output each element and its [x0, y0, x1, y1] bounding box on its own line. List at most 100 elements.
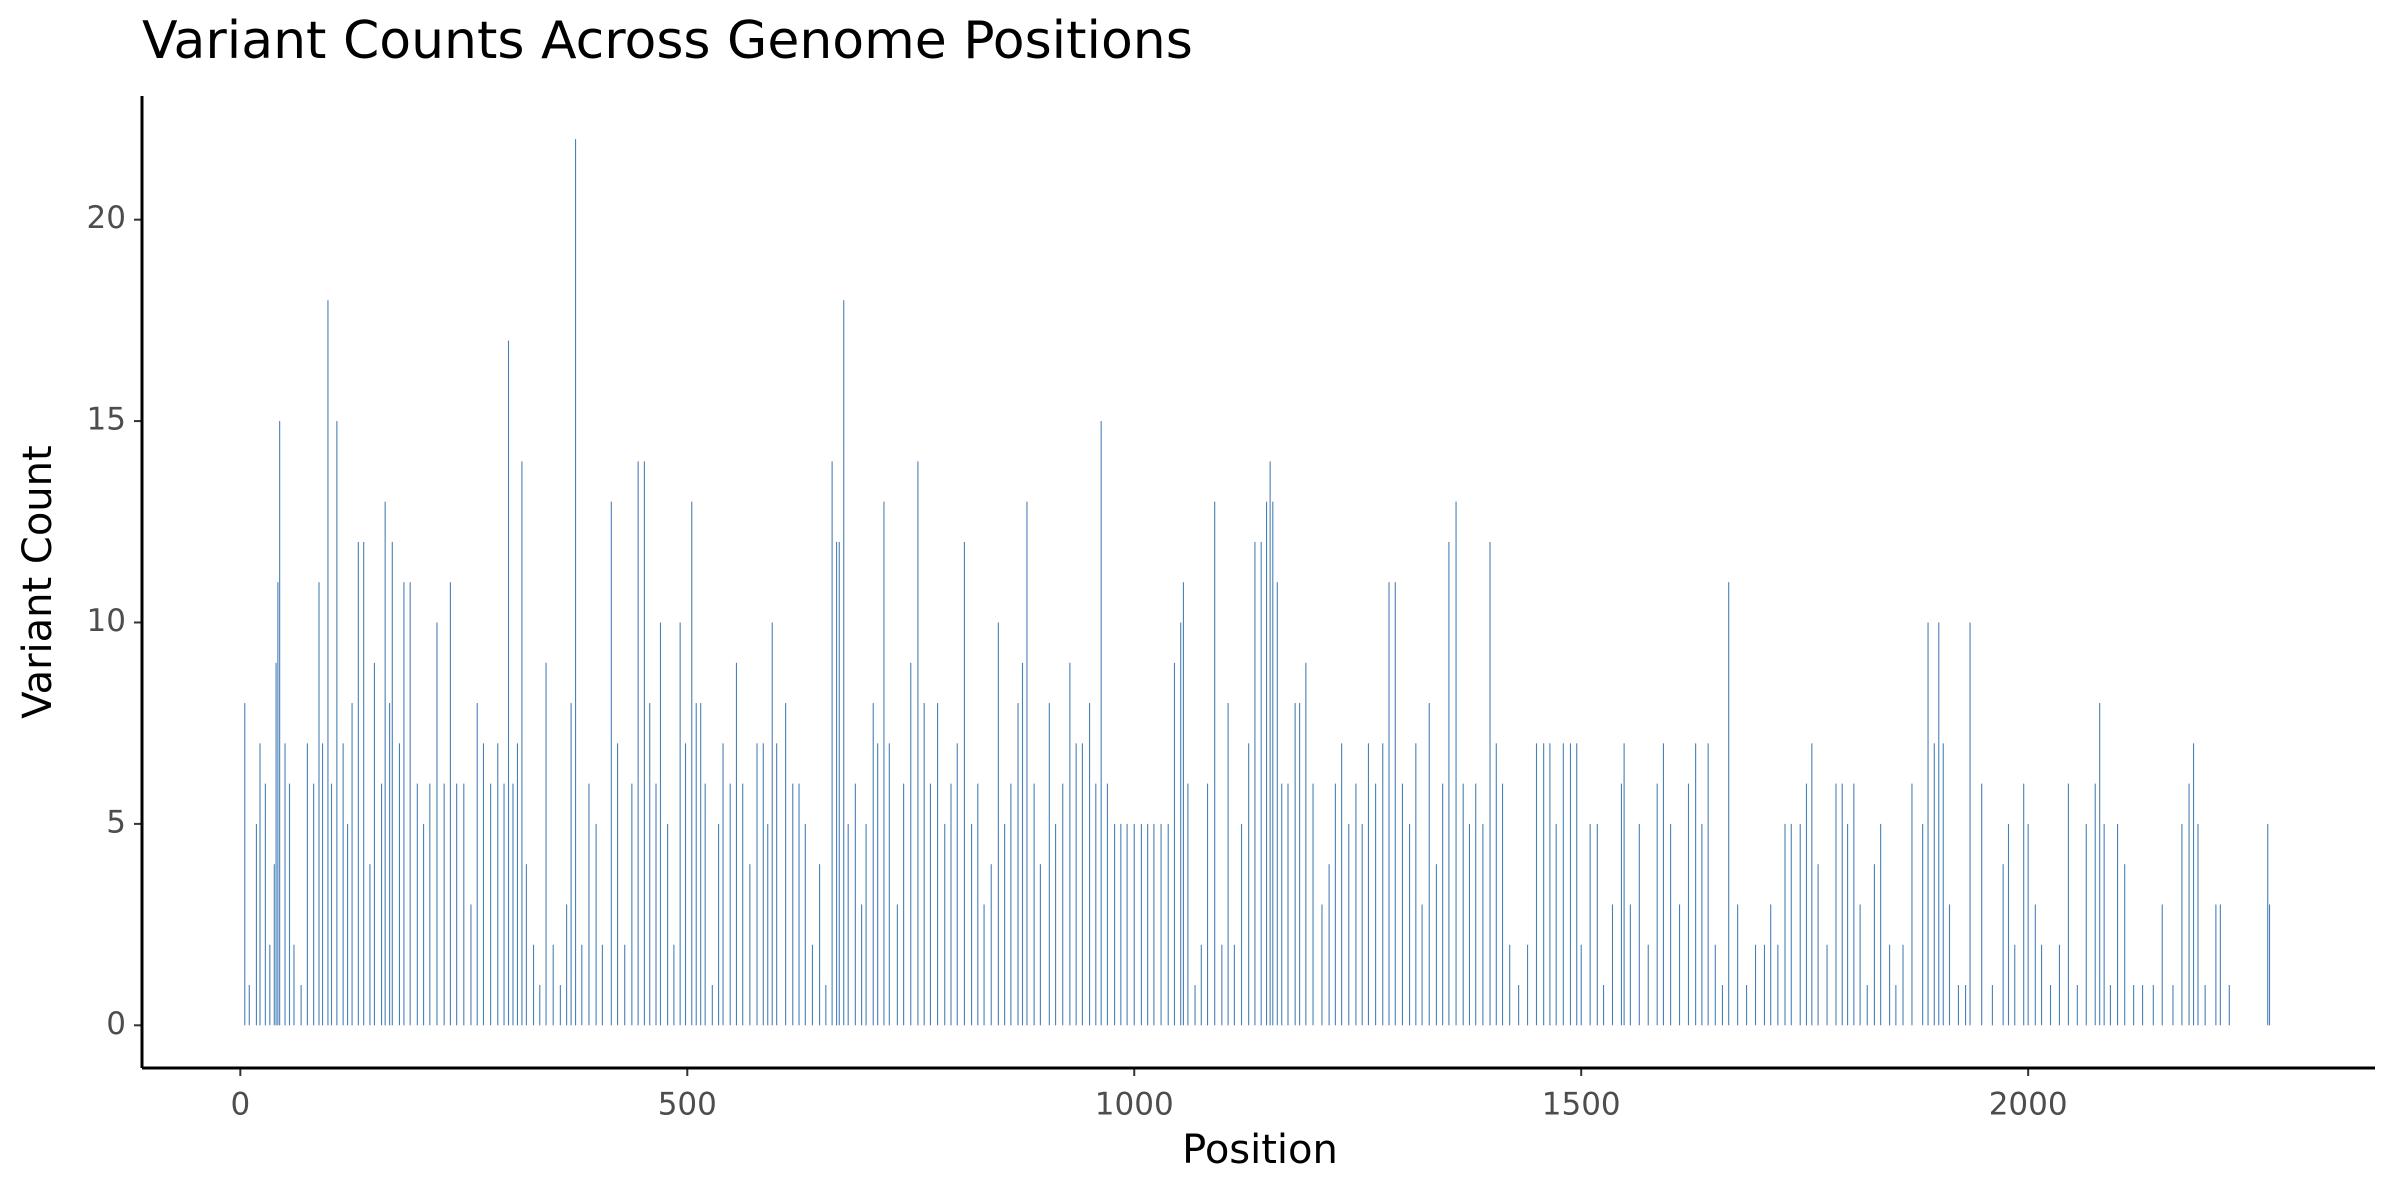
bar: [854, 783, 856, 1026]
bar: [910, 662, 912, 1026]
bar: [384, 501, 386, 1026]
bar: [1687, 783, 1690, 1026]
bar: [570, 703, 572, 1026]
x-tick-label: 500: [658, 1087, 717, 1123]
bar: [1187, 783, 1189, 1026]
bar: [1033, 783, 1035, 1026]
bar: [2228, 985, 2230, 1026]
bar: [903, 783, 905, 1026]
bar: [771, 622, 773, 1026]
bar: [1305, 662, 1307, 1026]
x-tick-label: 1000: [1095, 1087, 1174, 1123]
bar: [1227, 703, 1229, 1026]
bar: [877, 743, 879, 1026]
bar: [722, 743, 724, 1026]
bar: [673, 944, 675, 1026]
bar: [1095, 783, 1097, 1026]
bar: [917, 461, 919, 1026]
y-axis-label: Variant Count: [15, 445, 61, 718]
bar: [667, 823, 669, 1026]
bar: [1468, 823, 1471, 1026]
x-tick-label: 2000: [1989, 1087, 2068, 1123]
bar: [1260, 541, 1262, 1026]
bar: [1133, 823, 1135, 1026]
bar: [695, 703, 697, 1026]
bar: [742, 783, 744, 1026]
bar: [1728, 582, 1730, 1026]
bar: [2161, 904, 2163, 1026]
bar: [1880, 823, 1882, 1026]
bar: [843, 300, 845, 1026]
bar: [1214, 501, 1216, 1026]
bar: [767, 823, 769, 1026]
bar: [1841, 783, 1843, 1026]
bar: [811, 944, 813, 1026]
bar: [1482, 823, 1484, 1026]
bar: [735, 662, 738, 1026]
bar: [2109, 985, 2111, 1026]
bar: [595, 823, 597, 1026]
bar: [1543, 743, 1545, 1026]
bar: [896, 904, 898, 1026]
bar: [1495, 743, 1497, 1026]
bar: [244, 703, 246, 1026]
bar: [1489, 541, 1491, 1026]
bar: [288, 783, 291, 1026]
bar: [2002, 864, 2004, 1026]
bar: [2267, 823, 2269, 1026]
bar: [1075, 743, 1077, 1026]
bar: [655, 783, 657, 1026]
bar: [381, 783, 383, 1026]
bar: [1562, 743, 1564, 1026]
bar: [929, 783, 931, 1026]
bar: [2049, 985, 2052, 1026]
bar: [1873, 864, 1875, 1026]
bar: [1763, 944, 1766, 1026]
bar: [944, 823, 946, 1026]
bar: [1409, 823, 1411, 1026]
bar: [804, 823, 806, 1026]
bar: [2076, 985, 2078, 1026]
bar: [1276, 582, 1278, 1026]
bar: [1927, 622, 1929, 1026]
bar: [259, 743, 261, 1026]
y-tick-label: 0: [106, 1006, 126, 1042]
bar: [391, 541, 393, 1026]
bar: [888, 743, 890, 1026]
bar: [1580, 944, 1582, 1026]
bar: [581, 944, 583, 1026]
bar: [1455, 501, 1457, 1026]
bar: [1153, 823, 1155, 1026]
bar: [566, 904, 568, 1026]
bar: [1394, 582, 1396, 1026]
bar: [847, 823, 849, 1026]
bar: [1902, 944, 1904, 1026]
bar: [1100, 421, 1102, 1026]
bar: [322, 743, 324, 1026]
bar: [785, 703, 787, 1026]
bar: [539, 985, 541, 1026]
bar: [476, 703, 478, 1026]
bar: [275, 662, 277, 1026]
bar: [617, 743, 619, 1026]
bar: [1549, 743, 1551, 1026]
bar: [718, 823, 720, 1026]
bar: [470, 904, 472, 1026]
bar: [2067, 783, 2069, 1026]
bar: [610, 501, 612, 1026]
bar: [1272, 501, 1274, 1026]
bar: [416, 783, 418, 1026]
bar: [330, 783, 333, 1026]
bar: [1055, 823, 1057, 1026]
bar: [1701, 823, 1703, 1026]
bar: [2188, 783, 2190, 1026]
bar: [1004, 823, 1006, 1026]
bar: [429, 783, 431, 1026]
bar: [1475, 783, 1477, 1026]
bar: [1421, 904, 1423, 1026]
bar: [507, 340, 510, 1026]
bar: [1555, 823, 1557, 1026]
bar: [1835, 783, 1837, 1026]
